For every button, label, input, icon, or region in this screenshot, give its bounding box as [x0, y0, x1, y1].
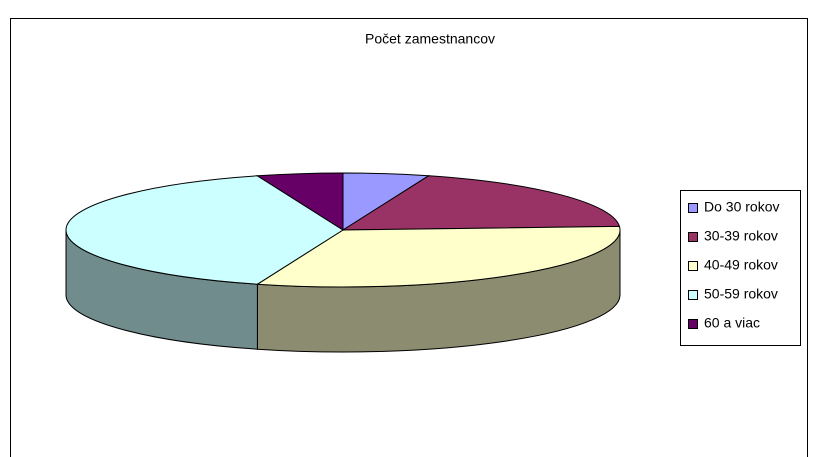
chart-title: Počet zamestnancov: [365, 31, 495, 47]
legend-label: 40-49 rokov: [704, 257, 778, 273]
legend-label: 30-39 rokov: [704, 228, 778, 244]
slice: [255, 172, 344, 231]
slice: [65, 175, 344, 285]
slice: [255, 225, 621, 288]
legend-swatch: [688, 232, 698, 242]
legend-label: 60 a viac: [704, 315, 760, 331]
legend-swatch: [688, 290, 698, 300]
legend-swatch: [688, 203, 698, 213]
legend-box: [680, 190, 801, 346]
legend-swatch: [688, 319, 698, 329]
legend-swatch: [688, 261, 698, 271]
slice: [341, 175, 621, 231]
legend-label: Do 30 rokov: [704, 199, 779, 215]
legend-label: 50-59 rokov: [704, 286, 778, 302]
